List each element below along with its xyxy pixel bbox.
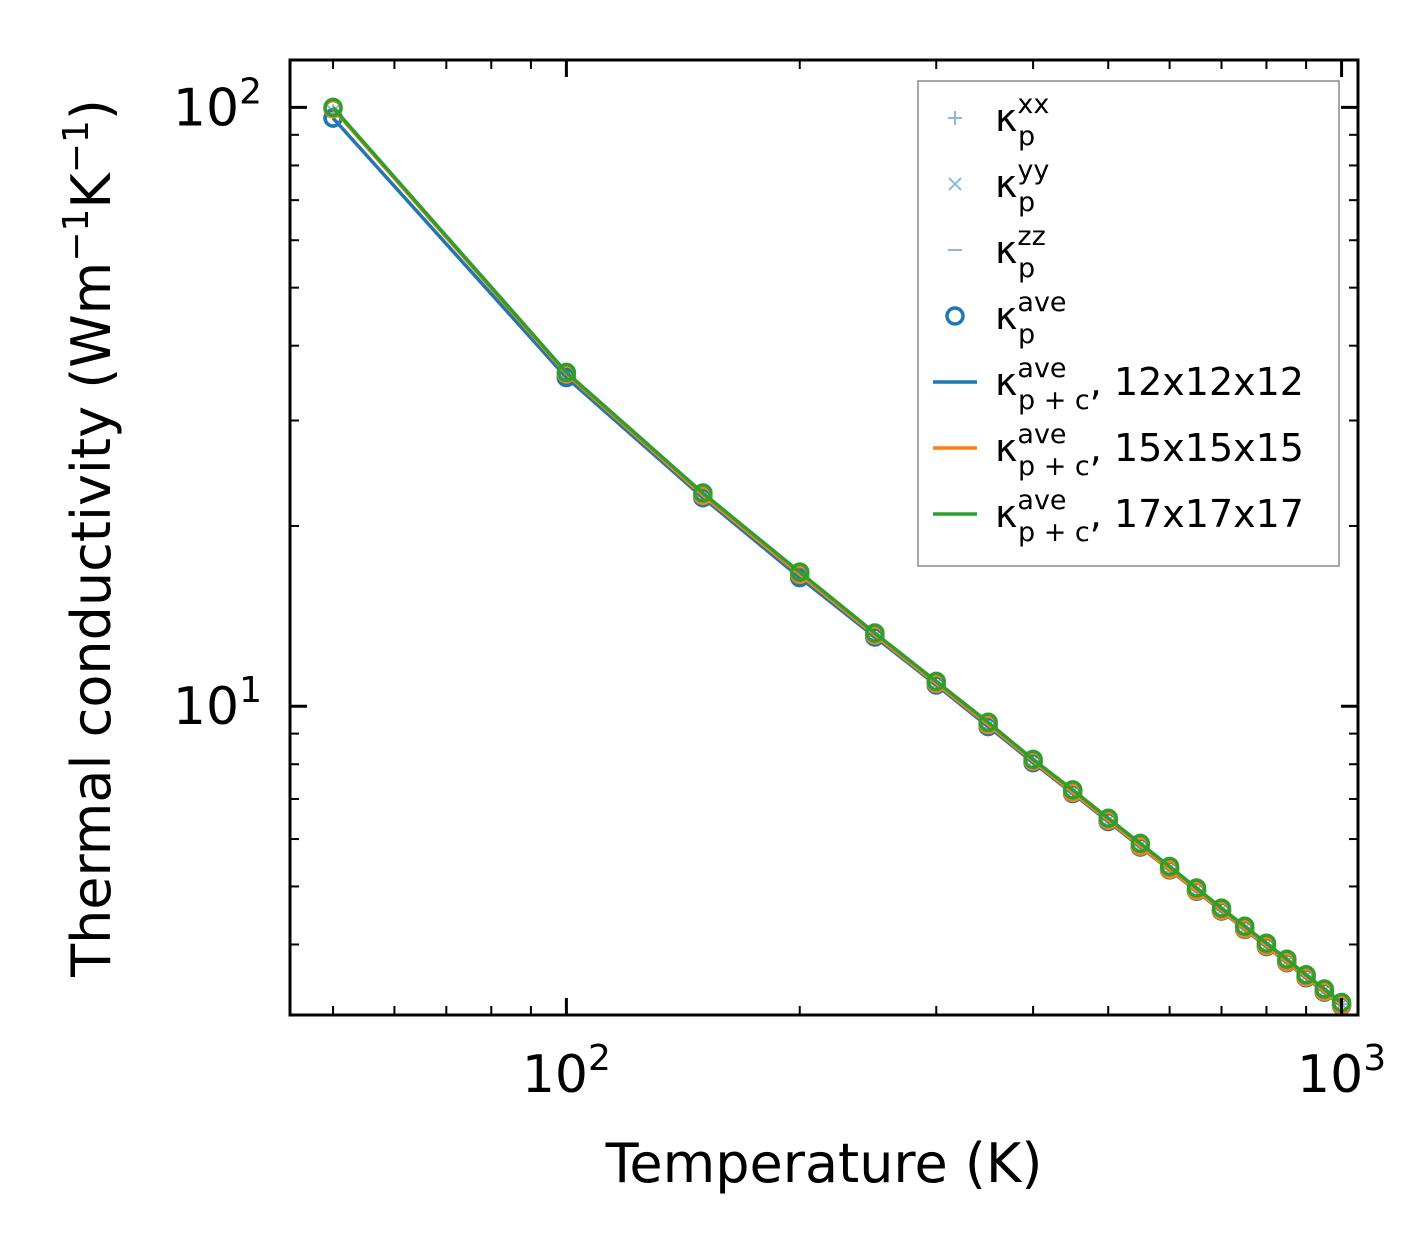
point-kpc_ave_17-550 (1130, 833, 1151, 854)
x-axis-label: Temperature (K) (605, 1132, 1043, 1195)
y-tick-label-10: 101 (173, 670, 262, 737)
plot-marks (323, 97, 1352, 1016)
point-kpc_ave_17-300 (926, 671, 946, 692)
point-kpc_ave_17-450 (1063, 780, 1083, 800)
point-kpc_ave_17-750 (1234, 916, 1255, 937)
axes: 102 103 101 102 (173, 58, 1386, 1105)
point-kpc_ave_17-850 (1277, 949, 1297, 969)
y-axis-label: Thermal conductivity (Wm−1K−1) (56, 99, 123, 978)
point-kpc_ave_17-250 (865, 623, 885, 643)
plot-frame (288, 58, 1360, 1017)
y-tick-label-100: 102 (173, 71, 262, 138)
legend-marker-1 (948, 177, 962, 191)
point-kpc_ave_17-700 (1211, 898, 1232, 918)
point-kpc_ave_17-100 (556, 362, 577, 383)
legend-label-3: κave p (995, 287, 1067, 350)
point-kpc_ave_17-650 (1186, 878, 1207, 898)
legend-box (917, 80, 1340, 567)
legend-label-6: κave p + c, 17x17x17 (995, 485, 1304, 548)
point-kpc_ave_17-150 (693, 483, 713, 503)
legend-marker-3 (945, 306, 965, 326)
legend-marker-0 (948, 111, 962, 125)
legend-label-4: κave p + c, 12x12x12 (995, 353, 1304, 416)
legend-label-2: κzz p (995, 221, 1046, 284)
legend-label-5: κave p + c, 15x15x15 (995, 419, 1304, 482)
point-kpc_ave_17-350 (978, 712, 998, 733)
point-kpc_ave_17-50 (323, 97, 343, 118)
legend-label-1: κyy p (995, 155, 1049, 218)
point-kpc_ave_17-950 (1314, 979, 1335, 999)
point-kpc_ave_17-500 (1098, 808, 1118, 828)
x-tick-label-1000: 103 (1297, 1038, 1386, 1105)
point-kpc_ave_17-600 (1159, 856, 1180, 877)
x-tick-label-100: 102 (522, 1038, 611, 1105)
series-line-kpc_ave_17 (331, 106, 1343, 1004)
series-line-kpc_ave_15 (331, 107, 1343, 1007)
point-kpc_ave_17-900 (1296, 965, 1316, 985)
point-kpc_ave_17-800 (1256, 933, 1277, 953)
point-kpc_ave_17-400 (1023, 749, 1043, 770)
legend-label-0: κxx p (995, 89, 1049, 152)
point-kpc_ave_17-200 (789, 562, 810, 582)
